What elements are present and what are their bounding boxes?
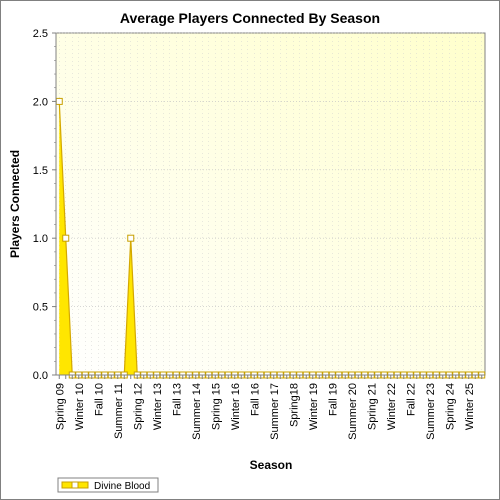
y-tick-label: 1.5: [33, 165, 48, 177]
x-tick-label: Summer 23: [425, 383, 437, 440]
x-tick-label: Fall 22: [405, 383, 417, 416]
y-tick-label: 1.0: [33, 233, 48, 245]
x-tick-label: Spring 12: [132, 383, 144, 430]
x-tick-label: Summer 11: [113, 383, 125, 439]
y-tick-label: 0.5: [33, 302, 48, 314]
x-tick-label: Winter 16: [230, 383, 242, 430]
legend: Divine Blood: [57, 477, 159, 493]
data-point: [55, 97, 63, 105]
y-axis-ticks: 0.0 0.5 1.0 1.5 2.0 2.5: [33, 28, 56, 382]
x-tick-label: Spring 21: [366, 383, 378, 430]
axes: [55, 33, 485, 376]
data-point: [127, 234, 135, 242]
x-tick-label: Spring18: [288, 383, 300, 427]
y-tick-label: 0.0: [33, 370, 48, 382]
x-tick-label: Fall 10: [93, 383, 105, 416]
x-tick-label: Winter 25: [464, 383, 476, 430]
y-tick-label: 2.5: [33, 28, 48, 40]
x-tick-label: Summer 14: [191, 383, 203, 440]
x-tick-label: Spring 09: [54, 383, 66, 430]
x-axis-ticks: Spring 09 Winter 10 Fall 10 Summer 11 Spring…: [54, 375, 483, 440]
x-tick-label: Winter 19: [308, 383, 320, 430]
x-tick-label: Winter 10: [74, 383, 86, 430]
x-tick-label: Spring 24: [444, 383, 456, 430]
plot-area: [55, 32, 486, 376]
x-tick-label: Fall 16: [249, 383, 261, 416]
grid-lines: [56, 32, 485, 376]
x-tick-label: Fall 13: [171, 383, 183, 416]
legend-marker: [71, 481, 79, 489]
data-point: [62, 234, 70, 242]
x-tick-label: Spring 15: [210, 383, 222, 430]
x-tick-label: Winter 13: [152, 383, 164, 430]
y-tick-label: 2.0: [33, 96, 48, 108]
x-tick-label: Fall 19: [327, 383, 339, 416]
y-axis-title: Players Connected: [8, 150, 22, 258]
x-tick-label: Summer 20: [347, 383, 359, 440]
x-tick-label: Summer 17: [269, 383, 281, 440]
x-axis-title: Season: [250, 458, 293, 472]
chart-title: Average Players Connected By Season: [120, 10, 380, 26]
x-tick-label: Winter 22: [386, 383, 398, 430]
legend-label: Divine Blood: [94, 481, 150, 492]
